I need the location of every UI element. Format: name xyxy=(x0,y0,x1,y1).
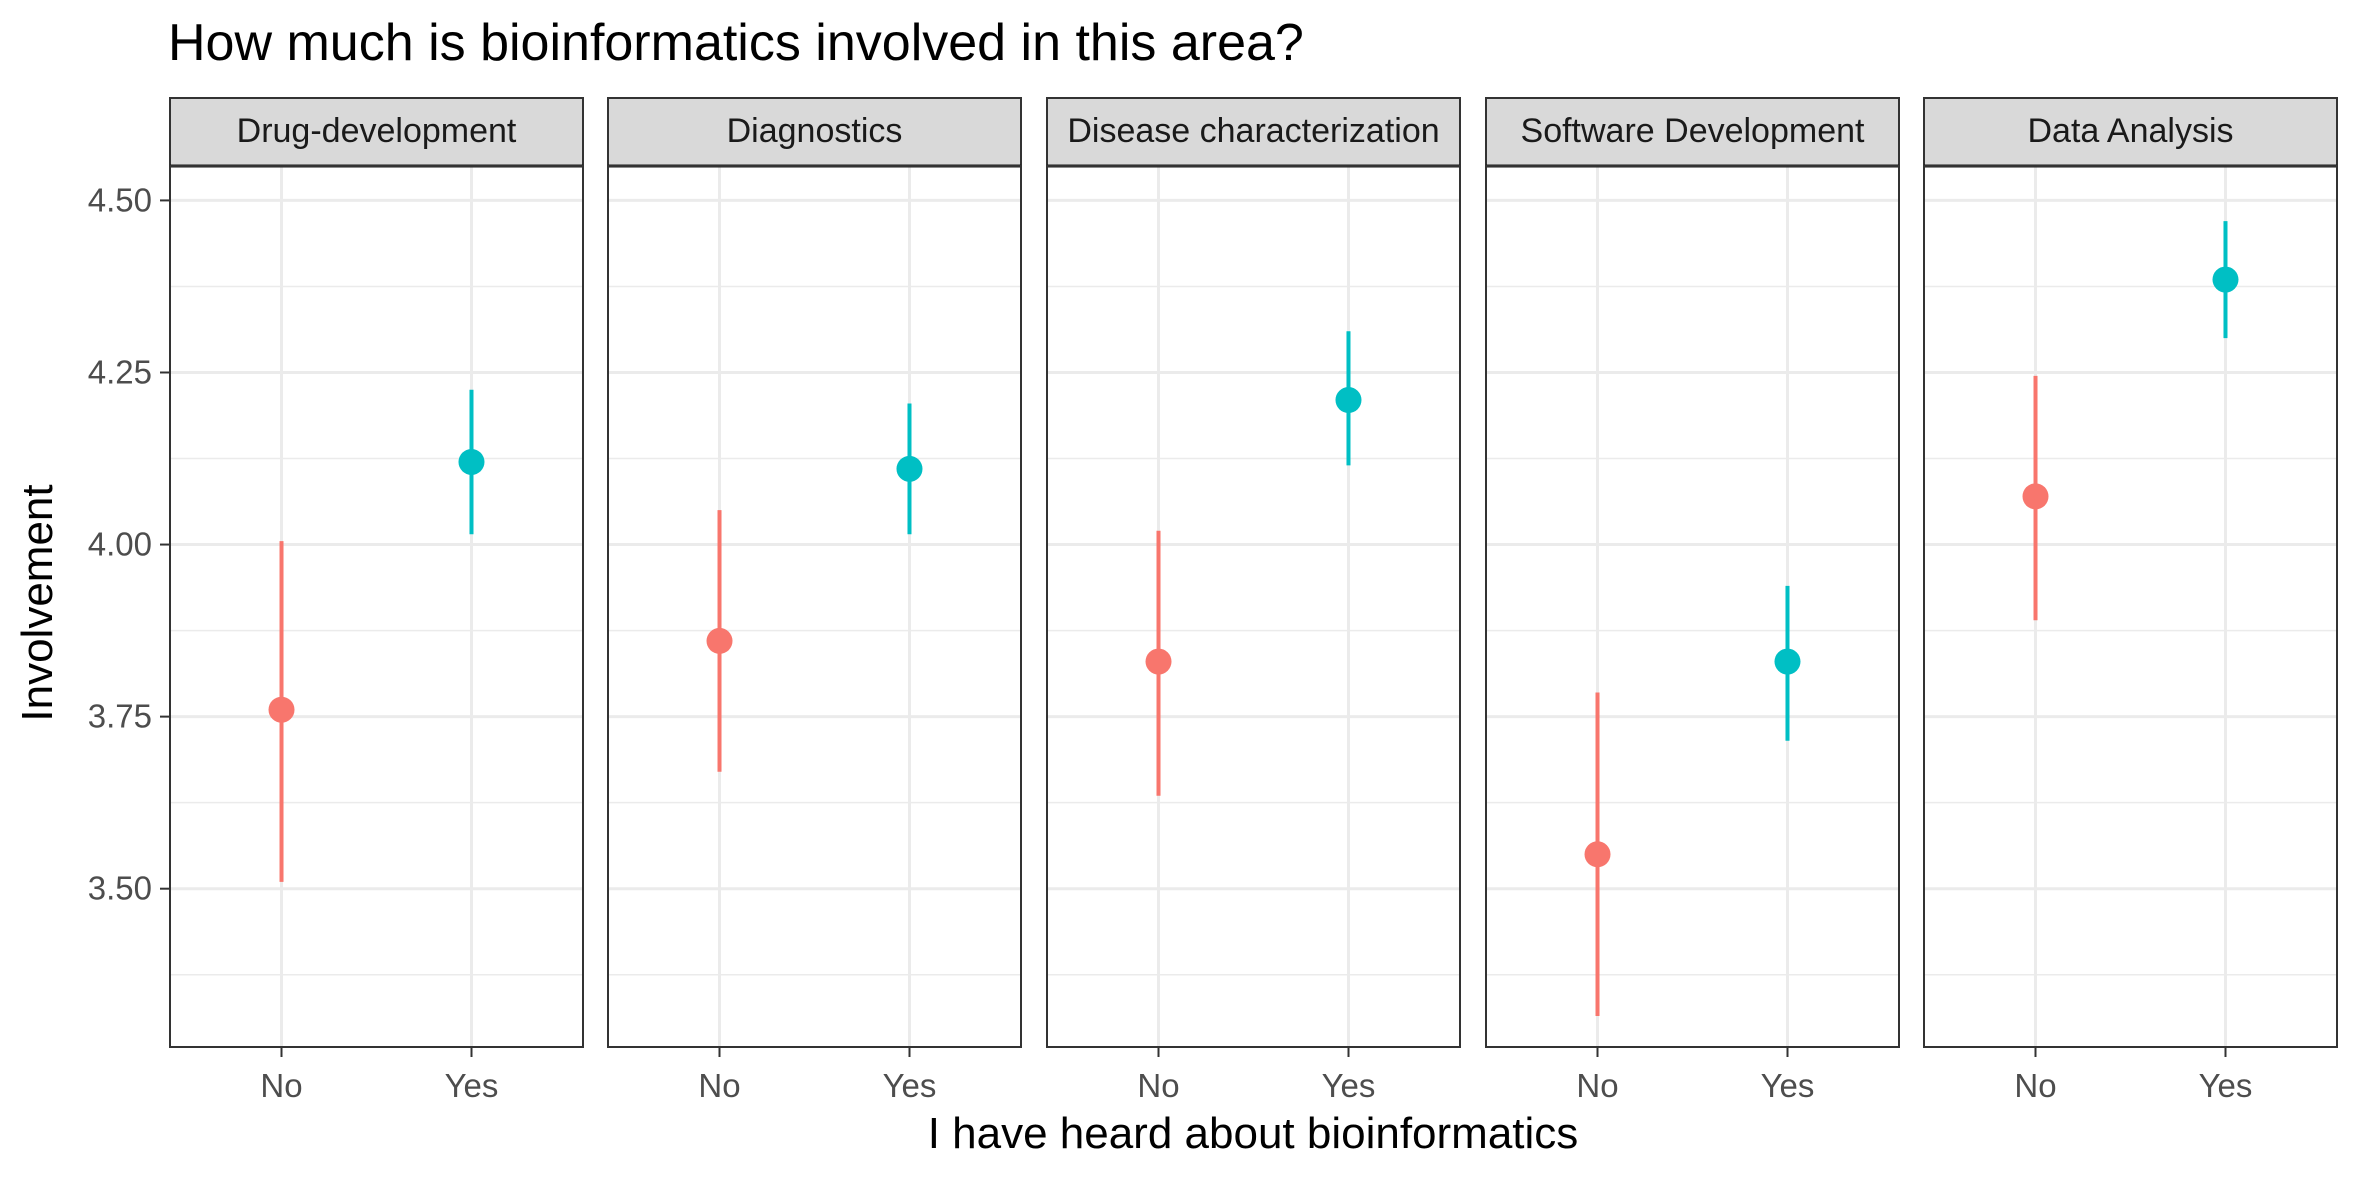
x-tick-label: No xyxy=(260,1067,302,1104)
x-tick-label: Yes xyxy=(445,1067,499,1104)
facet-strip xyxy=(1485,97,1900,167)
data-point-yes xyxy=(896,455,923,482)
facet-label: Software Development xyxy=(1521,112,1866,150)
panel-border xyxy=(1485,165,1900,1048)
panel-border xyxy=(169,165,584,1048)
facet-panel: Drug-development No Yes xyxy=(169,97,584,1104)
data-point-no xyxy=(706,627,733,654)
panel-background xyxy=(1924,166,2337,1047)
x-tick-label: No xyxy=(1137,1067,1179,1104)
panel-background xyxy=(1047,166,1460,1047)
y-tick-label: 3.50 xyxy=(88,870,152,907)
panel-border xyxy=(1046,165,1461,1048)
y-axis-title: Involvement xyxy=(13,484,62,721)
x-tick-label: Yes xyxy=(1322,1067,1376,1104)
facet-panel: Software Development No Yes xyxy=(1485,97,1900,1104)
facet-panel: Data Analysis No Yes xyxy=(1923,97,2338,1104)
x-tick-label: No xyxy=(2014,1067,2056,1104)
facet-label: Drug-development xyxy=(237,112,517,150)
panel-background xyxy=(170,166,583,1047)
data-point-no xyxy=(1145,648,1172,675)
x-tick-label: Yes xyxy=(883,1067,937,1104)
panel-background xyxy=(608,166,1021,1047)
facet-strip xyxy=(1046,97,1461,167)
y-tick-label: 4.50 xyxy=(88,181,152,218)
facet-label: Disease characterization xyxy=(1067,112,1439,150)
y-axis: 3.50 3.75 4.00 4.25 4.50 xyxy=(88,181,170,907)
facet-panel: Disease characterization No Yes xyxy=(1046,97,1461,1104)
data-point-no xyxy=(268,696,295,723)
facet-label: Diagnostics xyxy=(727,112,903,150)
facet-strip xyxy=(169,97,584,167)
panel-border xyxy=(607,165,1022,1048)
facet-panel: Diagnostics No Yes xyxy=(607,97,1022,1104)
data-point-no xyxy=(2022,483,2049,510)
data-point-no xyxy=(1584,841,1611,868)
x-axis-title: I have heard about bioinformatics xyxy=(928,1109,1579,1158)
y-tick-label: 4.00 xyxy=(88,526,152,563)
panel-border xyxy=(1923,165,2338,1048)
data-point-yes xyxy=(1335,387,1362,414)
chart-title: How much is bioinformatics involved in t… xyxy=(168,14,1304,72)
y-tick-label: 3.75 xyxy=(88,698,152,735)
x-tick-label: No xyxy=(1576,1067,1618,1104)
data-point-yes xyxy=(458,448,485,475)
y-tick-label: 4.25 xyxy=(88,353,152,390)
x-tick-label: Yes xyxy=(2199,1067,2253,1104)
data-point-yes xyxy=(1774,648,1801,675)
x-tick-label: No xyxy=(698,1067,740,1104)
facet-strip xyxy=(607,97,1022,167)
data-point-yes xyxy=(2212,266,2239,293)
facet-label: Data Analysis xyxy=(2028,112,2234,150)
x-tick-label: Yes xyxy=(1761,1067,1815,1104)
panel-background xyxy=(1486,166,1899,1047)
